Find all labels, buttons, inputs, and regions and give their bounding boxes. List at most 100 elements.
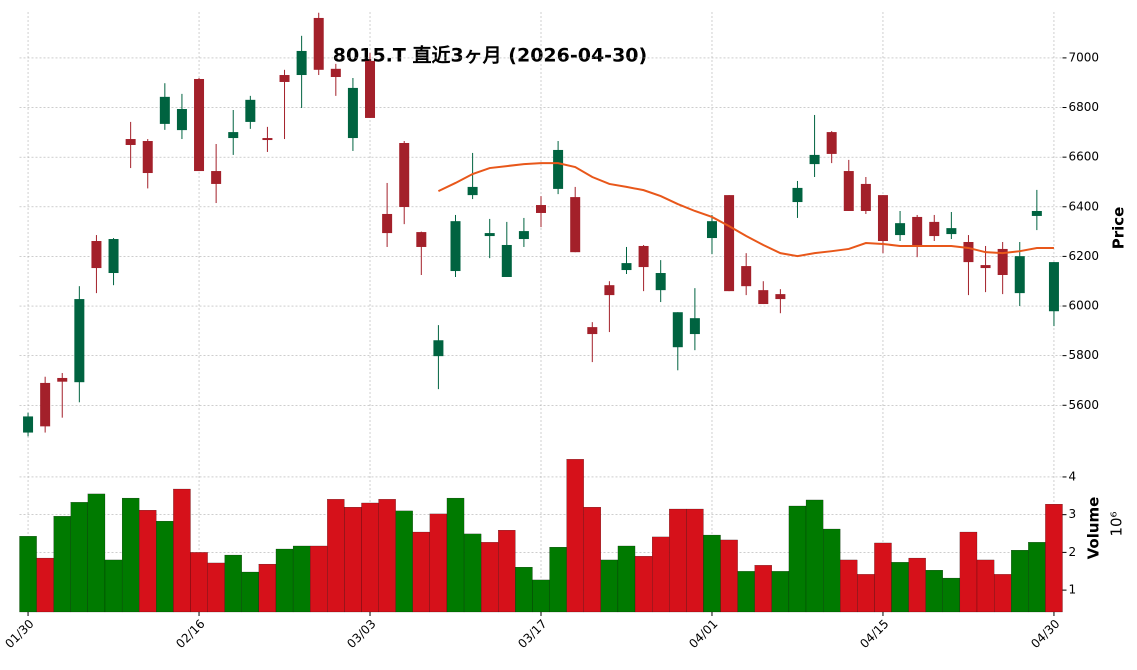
volume-bar: [754, 565, 772, 613]
y-tick-label: 3: [1069, 507, 1077, 521]
volume-bar: [976, 559, 995, 613]
candle-body: [245, 99, 256, 122]
volume-bar: [378, 499, 396, 613]
candle-body: [399, 143, 410, 208]
y-tick-label: 4: [1069, 469, 1077, 483]
candle-body: [980, 265, 991, 269]
candle-body: [484, 233, 495, 237]
volume-bar: [292, 545, 311, 613]
candle-body: [570, 197, 581, 253]
candle-body: [74, 299, 85, 383]
volume-bar: [891, 562, 909, 613]
y-tick-label: 6400: [1069, 199, 1100, 213]
volume-bar: [874, 542, 892, 613]
candle-body: [775, 294, 786, 300]
volume-bar: [652, 536, 670, 613]
y-tick-label: 5600: [1069, 398, 1100, 412]
y-tick-label: 6800: [1069, 100, 1100, 114]
candle-body: [450, 221, 461, 272]
chart-title: 8015.T 直近3ヶ月 (2026-04-30): [333, 44, 647, 67]
candle-body: [142, 141, 153, 174]
candle-body: [194, 78, 205, 172]
y-tick-label: 5800: [1069, 348, 1100, 362]
candle-body: [724, 195, 735, 292]
volume-bar: [771, 571, 790, 613]
candle-body: [211, 171, 222, 184]
candle-body: [638, 245, 649, 268]
candle-body: [809, 154, 820, 165]
y-tick-label: 6000: [1069, 299, 1100, 313]
candle-body: [416, 232, 427, 247]
volume-bar: [463, 533, 482, 613]
volume-bar: [70, 502, 88, 613]
volume-bar: [686, 508, 704, 613]
volume-bar: [942, 577, 961, 613]
volume-bar: [805, 499, 824, 613]
candle-body: [536, 205, 546, 213]
volume-bar: [703, 534, 721, 613]
x-tick-label: 03/03: [344, 617, 378, 651]
candle-body: [553, 149, 564, 189]
candle-body: [23, 416, 34, 433]
candle-body: [877, 195, 888, 242]
volume-bar: [429, 513, 448, 613]
volume-bar: [498, 530, 516, 613]
candle-body: [587, 327, 598, 335]
volume-bar: [190, 552, 208, 613]
price-axis-label: Price: [1110, 207, 1128, 250]
candle-body: [672, 312, 683, 348]
candle-body: [467, 186, 478, 196]
x-tick-label: 04/01: [686, 617, 720, 651]
volume-bar: [515, 567, 533, 613]
x-tick-label: 04/30: [1028, 617, 1062, 651]
candle-body: [296, 50, 307, 76]
candle-body: [758, 290, 769, 305]
candle-body: [843, 171, 854, 211]
volume-bar: [361, 502, 379, 613]
candle-body: [330, 68, 341, 78]
candle-body: [262, 138, 273, 141]
candle-body: [57, 377, 68, 382]
moving-average: [437, 162, 1054, 258]
plot: 5600 5800 6000 6200 6400 6600 6800 7000 1 2 3 4 01/3…: [2, 12, 1099, 651]
candle-body: [1014, 256, 1025, 294]
volume-bar: [275, 548, 294, 613]
candle-body: [159, 96, 170, 124]
candle-body: [621, 263, 632, 271]
candle-body: [347, 87, 358, 139]
volume-bar: [19, 536, 37, 613]
candle-body: [91, 241, 102, 269]
volume-bar: [788, 505, 807, 613]
volume-bar: [737, 571, 755, 613]
candle-body: [826, 132, 837, 154]
volume-bar: [840, 559, 858, 613]
candle-body: [382, 213, 393, 234]
volume-bar: [395, 510, 413, 613]
y-tick-label: 7000: [1069, 50, 1100, 64]
volume-bar: [310, 545, 328, 613]
volume-bar: [412, 531, 430, 613]
volume-axis-label: Volume: [1085, 497, 1103, 560]
candle-body: [279, 75, 290, 82]
volume-bar: [156, 520, 174, 613]
candle-body: [912, 216, 923, 246]
volume-bar: [549, 547, 567, 613]
volume-bar: [823, 528, 841, 613]
volume-bar: [583, 507, 601, 613]
candle-body: [108, 239, 119, 274]
volume-bar: [857, 574, 875, 613]
candle-body: [365, 60, 376, 118]
candle-body: [689, 318, 700, 335]
volume-bar: [87, 493, 106, 613]
candle-body: [929, 221, 940, 237]
volume-bar: [1011, 550, 1029, 613]
volume-bar: [720, 539, 738, 613]
volume-bar: [600, 559, 619, 613]
volume-bar: [344, 507, 362, 613]
volume-bar: [121, 497, 140, 613]
volume-bar: [669, 508, 687, 613]
candle-body: [313, 17, 324, 70]
candle-body: [433, 340, 444, 357]
